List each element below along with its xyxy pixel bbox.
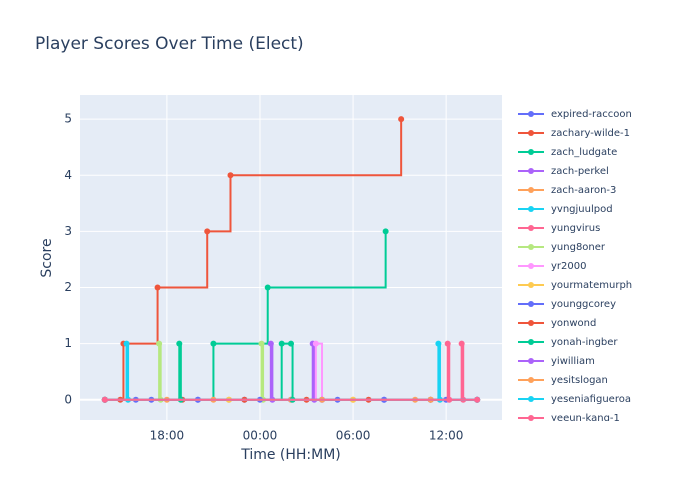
- legend-label: yeeun-kang-1: [551, 413, 620, 424]
- point: [435, 340, 442, 347]
- legend-marker: [528, 187, 534, 193]
- y-tick-label: 5: [64, 112, 72, 126]
- y-tick-label: 0: [64, 392, 72, 406]
- legend-label: zachary-wilde-1: [551, 128, 630, 139]
- legend-marker: [528, 263, 534, 269]
- y-tick-label: 3: [64, 224, 72, 238]
- x-tick-label: 18:00: [150, 429, 185, 443]
- legend-label: yung8oner: [551, 242, 606, 253]
- legend-marker: [528, 149, 534, 155]
- point: [458, 340, 465, 347]
- legend-marker: [528, 130, 534, 136]
- legend-marker: [528, 168, 534, 174]
- point: [446, 396, 453, 403]
- legend-label: expired-raccoon: [551, 109, 632, 120]
- x-tick-label: 06:00: [336, 429, 371, 443]
- x-tick-label: 00:00: [243, 429, 278, 443]
- y-axis-label: Score: [39, 238, 55, 277]
- legend-marker: [528, 244, 534, 250]
- legend-label: younggcorey: [551, 299, 616, 310]
- legend-marker: [528, 111, 534, 117]
- point: [474, 396, 481, 403]
- legend: expired-raccoon zachary-wilde-1 zach_ludga…: [518, 109, 632, 424]
- point: [398, 116, 405, 123]
- chart-title: Player Scores Over Time (Elect): [35, 34, 304, 54]
- point: [278, 340, 285, 347]
- y-tick-label: 2: [64, 280, 72, 294]
- point: [312, 340, 319, 347]
- series-line: [104, 119, 403, 401]
- point: [267, 340, 274, 347]
- plot-area: [101, 116, 481, 403]
- legend-marker: [528, 415, 534, 421]
- point: [156, 340, 163, 347]
- point: [154, 284, 161, 291]
- legend-marker: [528, 282, 534, 288]
- point: [227, 172, 234, 179]
- point: [204, 228, 211, 235]
- point: [258, 340, 265, 347]
- legend-label: yonah-ingber: [551, 337, 618, 348]
- legend-label: zach-perkel: [551, 166, 609, 177]
- legend-label: yeseniafigueroa: [551, 394, 631, 405]
- legend-marker: [528, 396, 534, 402]
- y-tick-label: 1: [64, 336, 72, 350]
- legend-label: zach_ludgate: [551, 147, 617, 158]
- legend-label: yr2000: [551, 261, 586, 272]
- point: [123, 340, 130, 347]
- y-tick-label: 4: [64, 168, 72, 182]
- legend-label: yesitslogan: [551, 375, 608, 386]
- legend-label: yonwond: [551, 318, 596, 329]
- legend-label: yungvirus: [551, 223, 600, 234]
- plot-background: [80, 95, 502, 420]
- legend-marker: [528, 358, 534, 364]
- legend-marker: [528, 206, 534, 212]
- legend-marker: [528, 339, 534, 345]
- point: [176, 340, 183, 347]
- legend-label: yvngjuulpod: [551, 204, 613, 215]
- x-tick-label: 12:00: [429, 429, 464, 443]
- x-axis-label: Time (HH:MM): [240, 447, 341, 463]
- legend-marker: [528, 320, 534, 326]
- point: [288, 340, 294, 347]
- legend-marker: [528, 377, 534, 383]
- point: [264, 284, 271, 291]
- point: [444, 340, 451, 347]
- legend-label: yiwilliam: [551, 356, 595, 367]
- legend-marker: [528, 225, 534, 231]
- legend-label: yourmatemurph: [551, 280, 632, 291]
- point: [210, 340, 217, 347]
- point: [101, 396, 108, 403]
- legend-label: zach-aaron-3: [551, 185, 616, 196]
- legend-marker: [528, 301, 534, 307]
- point: [382, 228, 389, 235]
